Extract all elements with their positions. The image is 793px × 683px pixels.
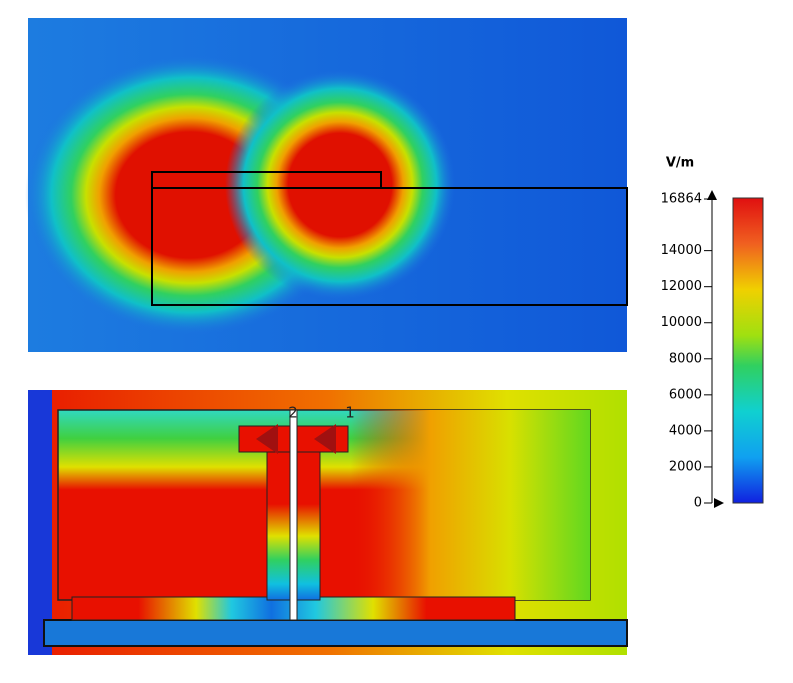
top-field-view [25, 18, 628, 352]
colorbar-unit: V/m [666, 156, 694, 171]
tick-label: 14000 [661, 243, 702, 258]
front-field-view: 2 1 [28, 390, 628, 655]
tick-label: 8000 [669, 351, 702, 366]
gap [289, 409, 298, 621]
tick-label: 16864 [661, 192, 702, 207]
side-wall [28, 390, 52, 655]
port-label: 2 [288, 404, 298, 422]
tick-label: 6000 [669, 387, 702, 402]
field-hotspot [225, 70, 455, 300]
feed-line [266, 439, 291, 601]
axis-arrow [714, 498, 724, 508]
tick-label: 10000 [661, 315, 702, 330]
tick-label: 4000 [669, 423, 702, 438]
patch [238, 425, 291, 453]
port-arrow [314, 424, 336, 454]
substrate-outline [151, 187, 628, 306]
colorbar-scale [732, 197, 764, 504]
feed-line [296, 439, 321, 601]
colorbar: V/m 0 2000 4000 6000 8000 10000 12000 14000 1686… [661, 156, 764, 511]
tick-label: 12000 [661, 279, 702, 294]
axis-arrow [707, 190, 717, 200]
tick-label: 2000 [669, 459, 702, 474]
tick-label: 0 [694, 496, 702, 511]
ground-plane [43, 619, 628, 647]
port-label: 1 [345, 404, 355, 422]
port-arrow [256, 424, 278, 454]
